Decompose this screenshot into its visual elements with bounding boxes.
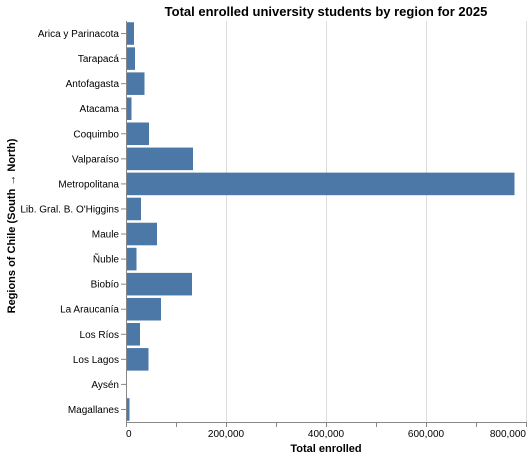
bar xyxy=(126,197,141,221)
bars xyxy=(126,22,515,421)
y-tick-label: Los Ríos xyxy=(80,330,119,341)
x-tick-label: 400,000 xyxy=(308,429,345,440)
y-tick-label: Coquimbo xyxy=(73,129,119,140)
bar xyxy=(126,247,137,271)
y-tick-label: Metropolitana xyxy=(58,179,119,190)
y-tick-label: Aysén xyxy=(91,380,119,391)
bar xyxy=(126,222,157,246)
bar xyxy=(126,297,161,321)
bar xyxy=(126,147,193,171)
bar xyxy=(126,272,192,296)
bar xyxy=(126,323,140,346)
y-tick-label: Ñuble xyxy=(93,253,120,266)
x-tick-label: 200,000 xyxy=(208,429,245,440)
y-tick-label: Lib. Gral. B. O'Higgins xyxy=(20,204,119,215)
y-tick-label: Magallanes xyxy=(68,405,119,416)
y-tick-label: Atacama xyxy=(80,104,120,115)
y-tick-label: Valparaíso xyxy=(72,154,120,165)
y-axis: Arica y Parinacota Tarapacá Antofagasta Ata… xyxy=(20,21,127,422)
bar xyxy=(126,22,134,45)
bar xyxy=(126,47,135,70)
y-tick-label: Tarapacá xyxy=(78,54,120,65)
bar xyxy=(126,72,145,95)
bar xyxy=(126,122,149,146)
bar xyxy=(126,348,149,371)
x-tick-label: 600,000 xyxy=(408,429,445,440)
chart-title: Total enrolled university students by re… xyxy=(165,4,488,19)
y-tick-label: Antofagasta xyxy=(66,79,120,90)
bar xyxy=(126,398,130,421)
y-tick-label: Maule xyxy=(92,230,120,241)
y-tick-label: La Araucanía xyxy=(60,305,119,316)
y-tick-label: Biobío xyxy=(91,280,120,291)
x-axis-title: Total enrolled xyxy=(290,443,361,455)
y-tick-label: Los Lagos xyxy=(73,355,119,366)
y-tick-label: Arica y Parinacota xyxy=(38,29,120,40)
x-tick-label: 0 xyxy=(126,429,132,440)
y-axis-title: Regions of Chile (South → North) xyxy=(6,138,18,313)
bar xyxy=(126,97,132,120)
bar xyxy=(126,172,515,196)
x-axis: 0 200,000 400,000 600,000 800,000 xyxy=(126,422,527,440)
grid-lines xyxy=(126,21,527,422)
x-tick-label: 800,000 xyxy=(490,429,527,440)
